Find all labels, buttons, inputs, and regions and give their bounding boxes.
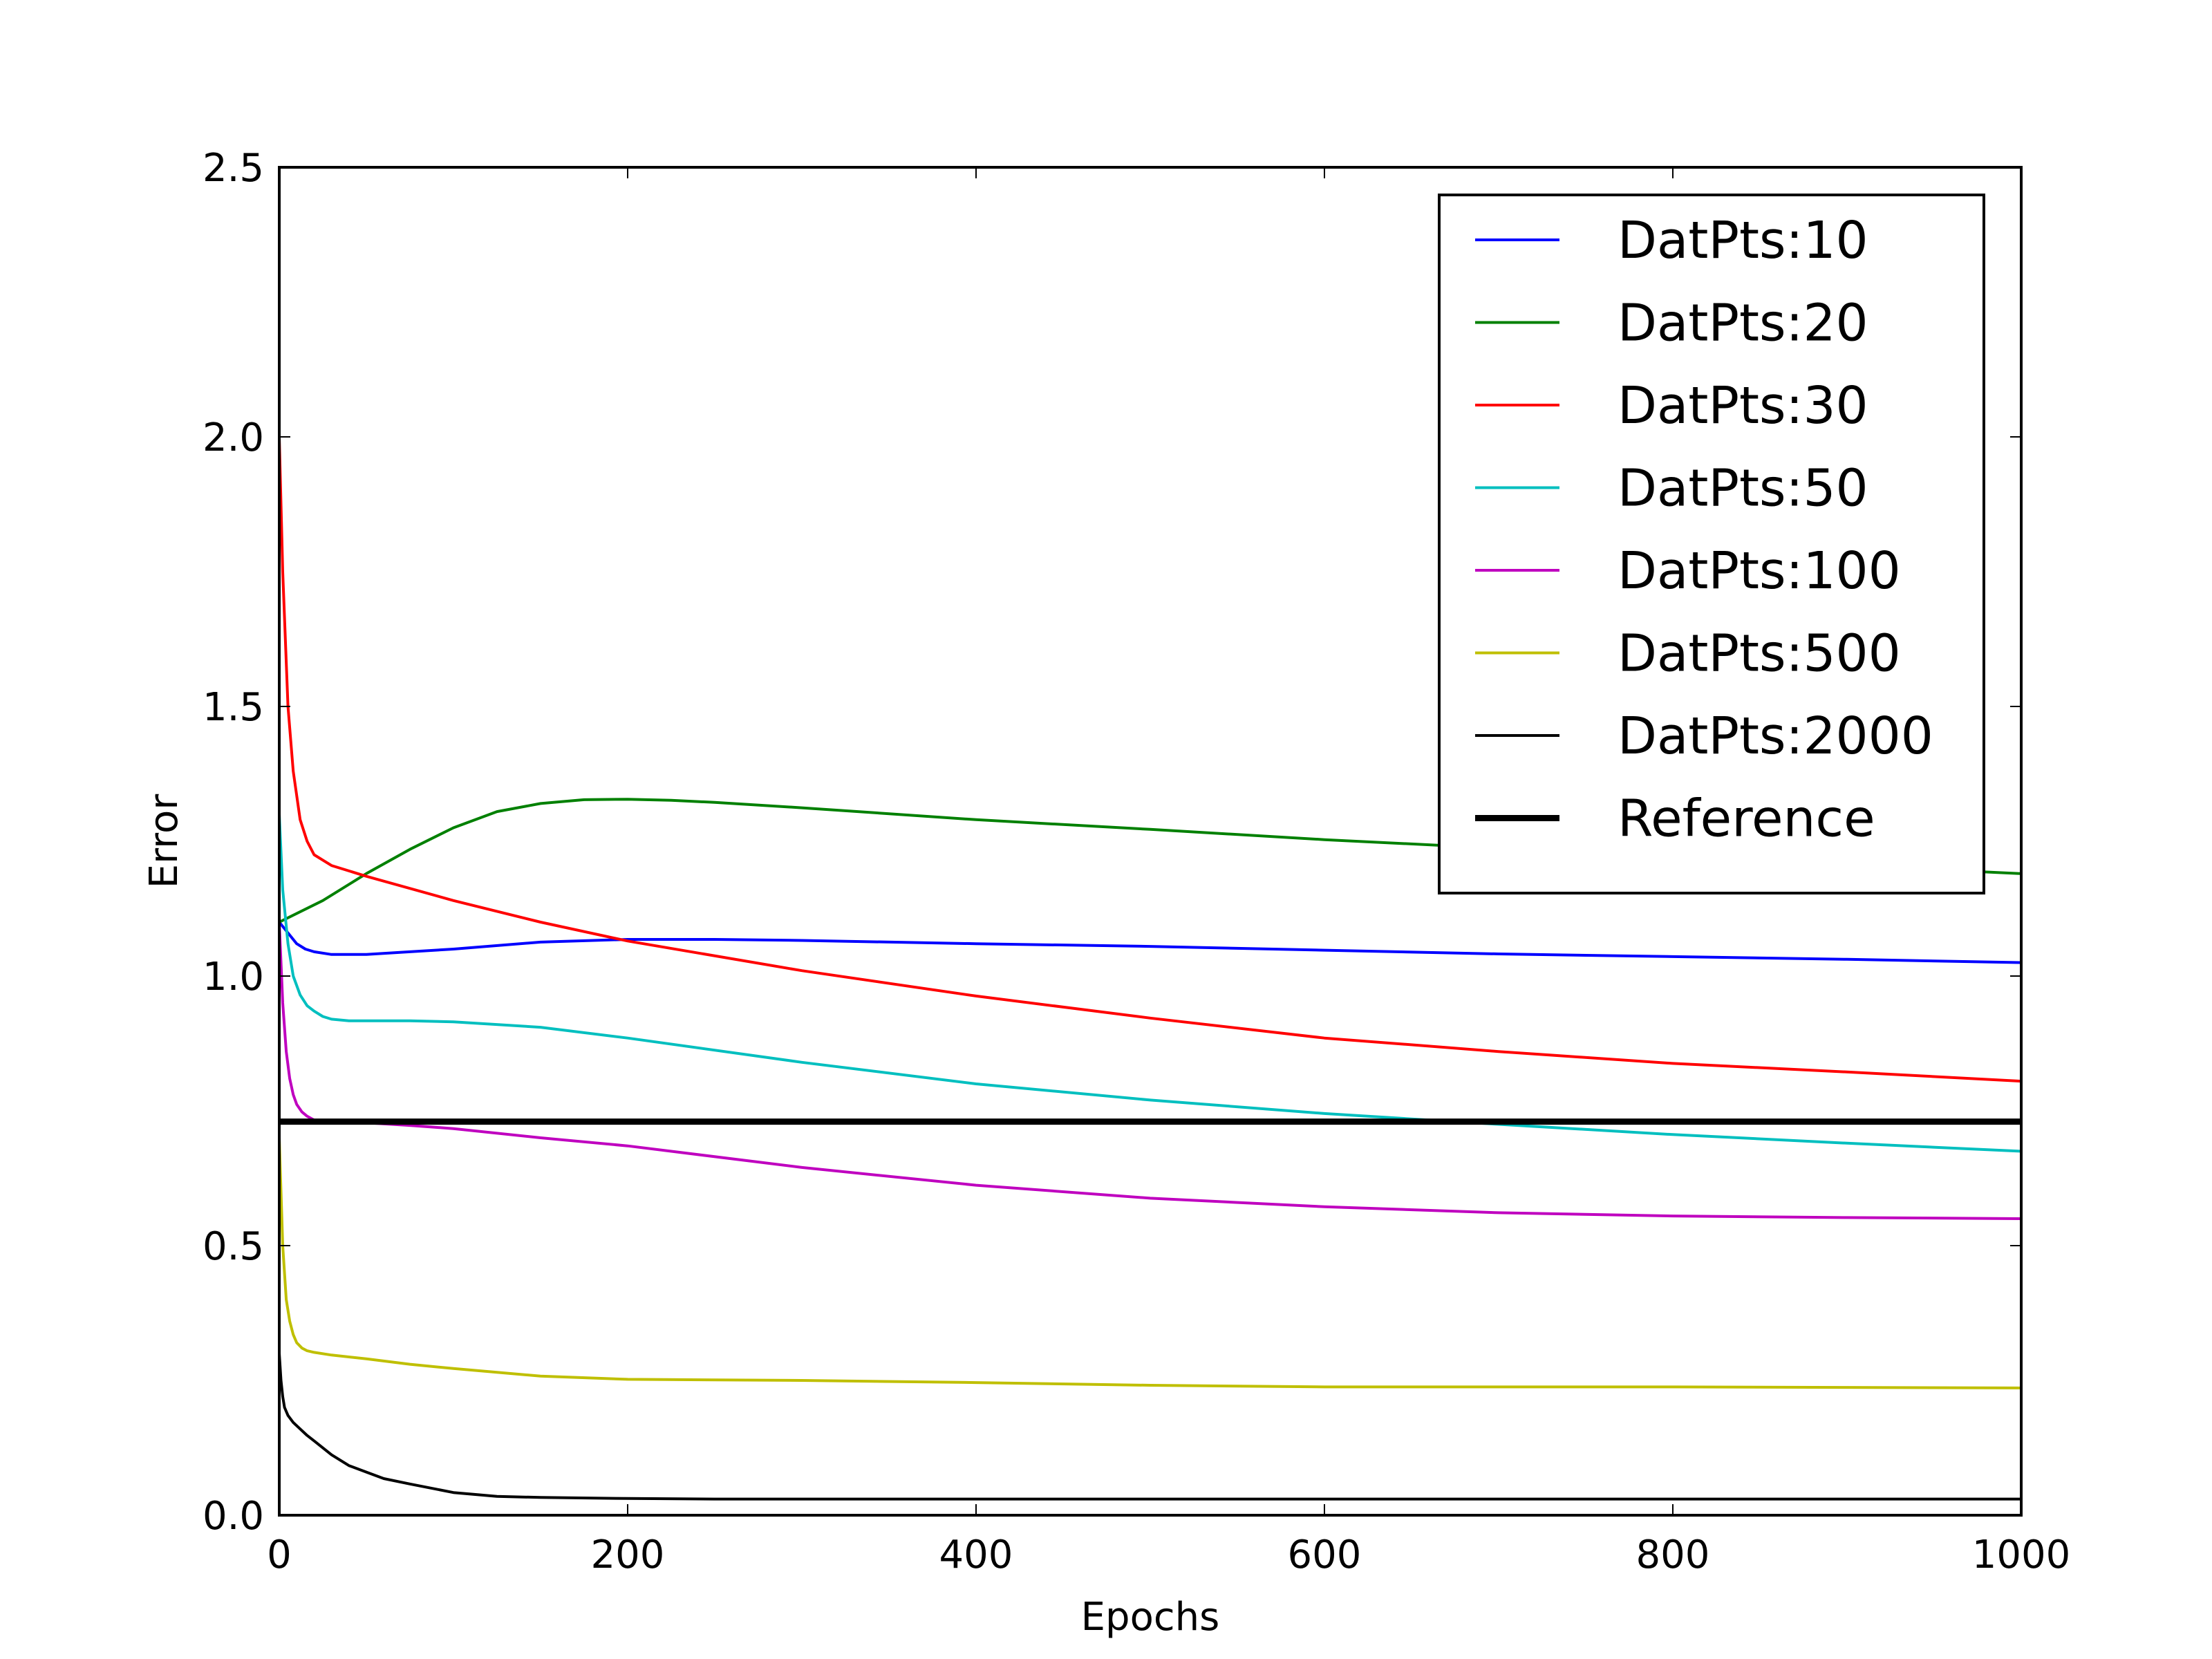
y-tick-label: 2.5: [203, 146, 264, 191]
legend-label: DatPts:50: [1618, 459, 1868, 518]
legend-label: DatPts:2000: [1618, 706, 1933, 766]
plot-frame: [278, 166, 2023, 1517]
series-line-datpts-30: [279, 436, 2021, 1083]
series-line-datpts-2000: [279, 1353, 2021, 1501]
legend-box: [1438, 194, 1985, 894]
ticks-layer: 0 200 400 600 800 1000 0.0 0.5 1.0 1.5 2.0 2.5: [203, 146, 2070, 1577]
x-tick-label: 800: [1636, 1533, 1710, 1577]
series-line-datpts-10: [279, 921, 2021, 964]
series-line-datpts-50: [279, 814, 2021, 1153]
y-tick-label: 2.0: [203, 415, 264, 460]
y-tick-label: 1.0: [203, 955, 264, 1000]
y-tick-label: 0.0: [203, 1494, 264, 1539]
x-tick-label: 1000: [1972, 1533, 2071, 1577]
x-tick-label: 600: [1288, 1533, 1362, 1577]
y-tick-label: 0.5: [203, 1224, 264, 1269]
x-tick-label: 0: [267, 1533, 292, 1577]
x-axis-label: Epochs: [1081, 1595, 1220, 1640]
legend-label: DatPts:500: [1618, 624, 1901, 684]
y-tick-label: 1.5: [203, 685, 264, 730]
x-tick-label: 400: [939, 1533, 1013, 1577]
series-layer: [279, 436, 2021, 1501]
x-tick-label: 200: [591, 1533, 665, 1577]
series-line-datpts-500: [279, 1137, 2021, 1389]
legend-label: DatPts:30: [1618, 376, 1868, 435]
legend-label: DatPts:20: [1618, 294, 1868, 353]
legend-label: DatPts:10: [1618, 211, 1868, 270]
legend-label: Reference: [1618, 789, 1875, 849]
legend: DatPts:10 DatPts:20 DatPts:30 DatPts:50 DatP…: [1438, 194, 1985, 894]
legend-label: DatPts:100: [1618, 541, 1901, 601]
y-axis-label: Error: [142, 794, 187, 888]
